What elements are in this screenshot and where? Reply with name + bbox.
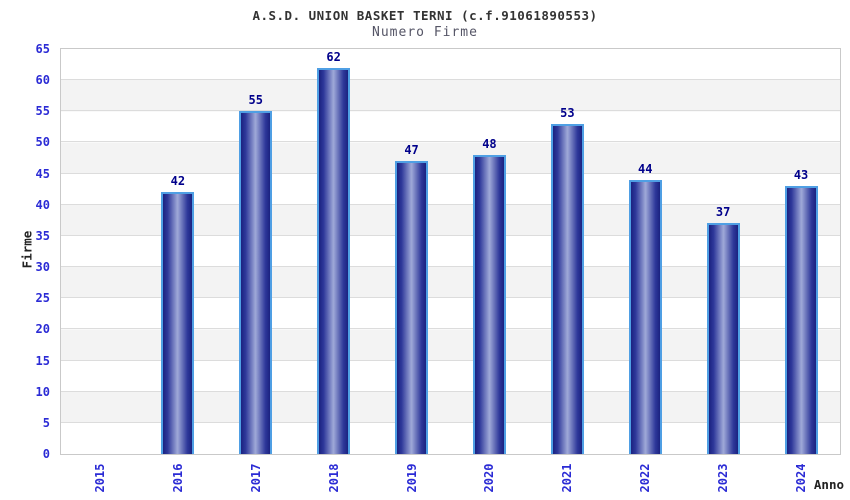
bar-value-2022: 44 [638, 161, 653, 176]
gridline [61, 328, 840, 330]
gridline [61, 79, 840, 81]
y-tick-45: 45 [35, 166, 50, 181]
bar-value-2020: 48 [482, 136, 497, 151]
gridline [61, 203, 840, 205]
bar-2024 [784, 186, 818, 454]
x-tick-2019: 2019 [404, 463, 419, 493]
y-tick-65: 65 [35, 42, 50, 56]
gridline [61, 110, 840, 112]
bar-value-2019: 47 [404, 143, 419, 158]
gridline [61, 297, 840, 299]
x-tick-2021: 2021 [560, 463, 575, 493]
bar-2023 [706, 223, 740, 454]
y-tick-0: 0 [42, 447, 50, 461]
bar-value-2021: 53 [560, 105, 575, 120]
gridline [61, 421, 840, 423]
chart-title: A.S.D. UNION BASKET TERNI (c.f.910618905… [252, 8, 598, 23]
gridline [61, 359, 840, 361]
bar-value-2023: 37 [715, 205, 731, 220]
y-tick-35: 35 [35, 228, 50, 243]
plot-area: 42 55 62 47 48 53 44 37 43 [60, 48, 841, 455]
bar-2019 [395, 161, 429, 454]
y-tick-50: 50 [35, 135, 50, 150]
x-tick-2015: 2015 [92, 463, 107, 493]
gridline [61, 141, 840, 143]
bar-2017 [239, 111, 273, 454]
bar-value-2017: 55 [248, 93, 263, 108]
x-tick-2024: 2024 [794, 463, 809, 493]
y-tick-20: 20 [35, 322, 50, 337]
x-axis-title: Anno [813, 477, 844, 492]
bar-value-2016: 42 [170, 174, 186, 189]
chart-subtitle: Numero Firme [372, 25, 478, 40]
bar-2021 [550, 123, 584, 454]
y-tick-25: 25 [35, 291, 50, 306]
x-tick-2018: 2018 [326, 463, 341, 493]
bar-2018 [317, 67, 351, 454]
y-tick-30: 30 [35, 260, 50, 275]
y-tick-15: 15 [35, 353, 50, 368]
y-tick-60: 60 [35, 73, 50, 88]
bar-2020 [472, 154, 506, 454]
bar-2016 [161, 192, 195, 454]
x-tick-2022: 2022 [638, 463, 653, 493]
x-tick-2023: 2023 [716, 463, 731, 493]
x-tick-2020: 2020 [482, 463, 497, 493]
gridline [61, 390, 840, 392]
gridline [61, 266, 840, 268]
x-tick-2016: 2016 [170, 463, 185, 493]
y-tick-10: 10 [35, 384, 50, 399]
gridline [61, 234, 840, 236]
bar-value-2024: 43 [793, 168, 809, 183]
gridline [61, 172, 840, 174]
x-tick-2017: 2017 [248, 463, 263, 493]
y-tick-5: 5 [42, 415, 50, 430]
bar-value-2018: 62 [326, 49, 341, 64]
y-tick-55: 55 [35, 104, 50, 119]
bar-2022 [628, 179, 662, 454]
y-tick-40: 40 [35, 197, 50, 212]
